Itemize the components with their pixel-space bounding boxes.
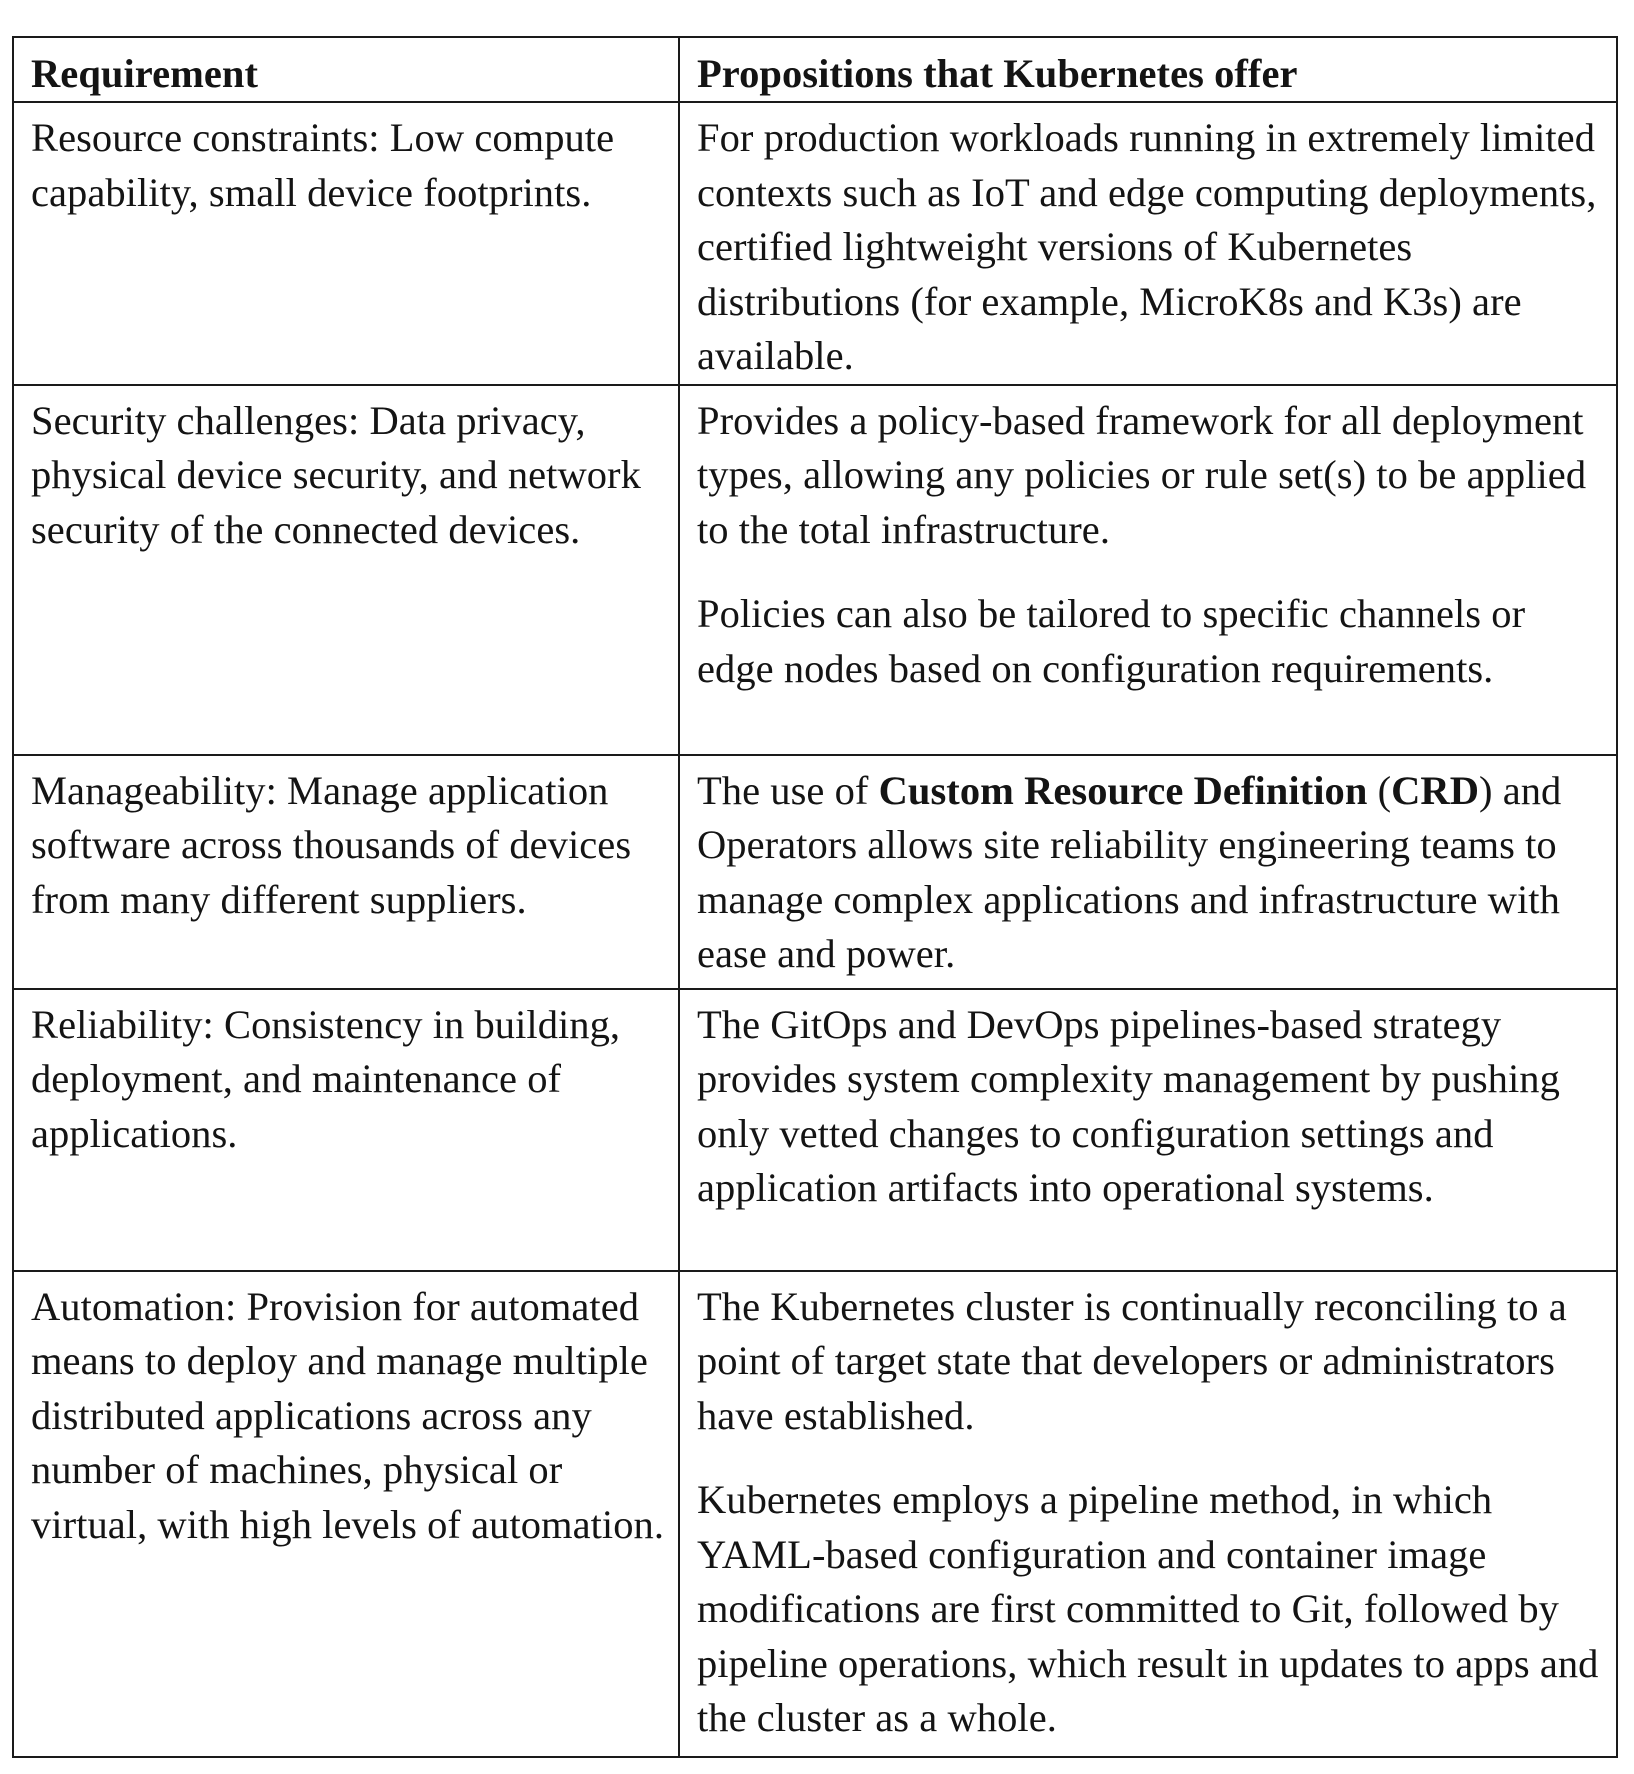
proposition-paragraph: The GitOps and DevOps pipelines-based st…: [697, 1001, 1560, 1211]
propositions-cell: The use of Custom Resource Definition (C…: [678, 753, 1618, 990]
requirement-text: Reliability: Consistency in building, de…: [31, 1001, 621, 1156]
requirement-cell: Resource constraints: Low compute capabi…: [12, 101, 680, 386]
term-bold-crd-name: Custom Resource Definition: [878, 767, 1368, 813]
proposition-paragraph: Kubernetes employs a pipeline method, in…: [697, 1477, 1599, 1740]
requirement-text: Manageability: Manage application softwa…: [31, 767, 632, 922]
propositions-cell: The Kubernetes cluster is continually re…: [678, 1269, 1618, 1758]
requirement-cell: Security challenges: Data privacy, physi…: [12, 383, 680, 756]
table-header-row: Requirement Propositions that Kubernetes…: [12, 36, 1618, 103]
proposition-paragraph: The use of Custom Resource Definition (C…: [697, 764, 1602, 982]
requirement-cell: Manageability: Manage application softwa…: [12, 753, 680, 990]
proposition-paragraph: For production workloads running in extr…: [697, 115, 1597, 378]
proposition-paragraph: The Kubernetes cluster is continually re…: [697, 1283, 1567, 1438]
column-header-requirement: Requirement: [12, 36, 680, 103]
propositions-cell: Provides a policy-based framework for al…: [678, 383, 1618, 756]
proposition-text-pre: The use of: [697, 767, 879, 813]
table-row: Automation: Provision for automated mean…: [12, 1269, 1618, 1758]
requirement-cell: Reliability: Consistency in building, de…: [12, 987, 680, 1272]
proposition-paragraph: Policies can also be tailored to specifi…: [697, 591, 1526, 691]
propositions-cell: The GitOps and DevOps pipelines-based st…: [678, 987, 1618, 1272]
requirements-table: Requirement Propositions that Kubernetes…: [12, 36, 1618, 1758]
requirement-text: Resource constraints: Low compute capabi…: [31, 115, 615, 215]
proposition-paragraph: Provides a policy-based framework for al…: [697, 397, 1587, 552]
propositions-cell: For production workloads running in extr…: [678, 101, 1618, 386]
table-row: Resource constraints: Low compute capabi…: [12, 101, 1618, 386]
proposition-text-mid: (: [1367, 767, 1392, 813]
column-header-propositions: Propositions that Kubernetes offer: [678, 36, 1618, 103]
proposition-text-post: ) and Operators allows site reliability …: [697, 767, 1562, 977]
table-row: Security challenges: Data privacy, physi…: [12, 383, 1618, 756]
table-row: Reliability: Consistency in building, de…: [12, 987, 1618, 1272]
requirement-cell: Automation: Provision for automated mean…: [12, 1269, 680, 1758]
table-row: Manageability: Manage application softwa…: [12, 753, 1618, 990]
term-bold-crd-abbr: CRD: [1391, 767, 1480, 813]
requirement-text: Automation: Provision for automated mean…: [31, 1283, 665, 1547]
requirement-text: Security challenges: Data privacy, physi…: [31, 397, 641, 552]
